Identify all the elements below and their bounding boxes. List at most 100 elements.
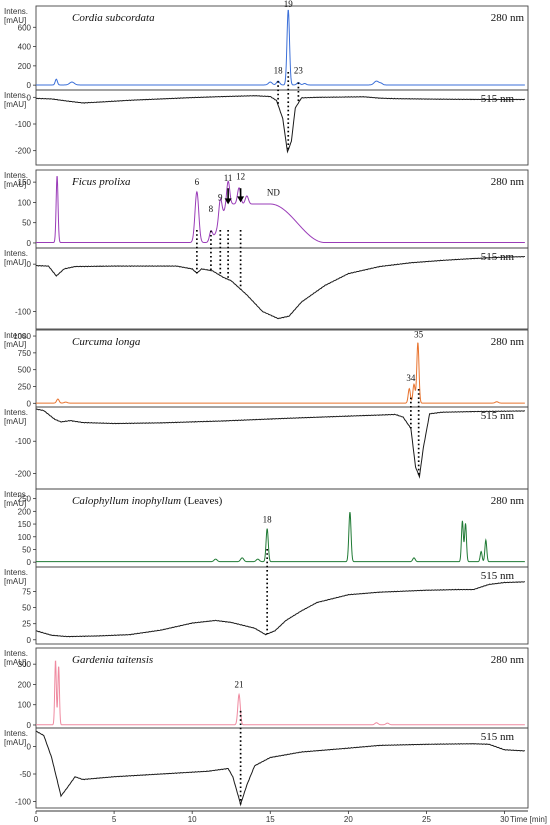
species-title: Calophyllum inophyllum (Leaves) bbox=[72, 495, 223, 507]
panel-2: 0 250 500 750 1000 34 35 Curcuma longa 280 nm Int… bbox=[4, 329, 529, 490]
x-axis-label: Time [min] bbox=[510, 815, 547, 824]
y-axis-label-intens: Intens. bbox=[4, 249, 28, 258]
y-axis-label-unit: [mAU] bbox=[4, 738, 26, 747]
peak-label: 23 bbox=[294, 66, 304, 76]
y-axis-label-intens: Intens. bbox=[4, 568, 28, 577]
y-tick-label: -100 bbox=[15, 307, 32, 316]
y-tick-label: 250 bbox=[18, 382, 32, 391]
y-tick-label: 25 bbox=[22, 620, 31, 629]
vis-wavelength: 515 nm bbox=[481, 251, 515, 263]
y-axis-label-unit: [mAU] bbox=[4, 340, 26, 349]
y-tick-label: 750 bbox=[18, 349, 32, 358]
y-tick-label: 0 bbox=[27, 721, 32, 730]
y-tick-label: 100 bbox=[18, 533, 32, 542]
vis-trace bbox=[35, 581, 525, 638]
peak-label: 21 bbox=[235, 680, 244, 690]
peak-label: 19 bbox=[284, 0, 294, 9]
species-name: Curcuma longa bbox=[72, 336, 141, 348]
y-axis-label-unit: [mAU] bbox=[4, 180, 26, 189]
x-tick-label: 0 bbox=[34, 815, 39, 824]
y-tick-label: -100 bbox=[15, 120, 32, 129]
species-suffix: (Leaves) bbox=[181, 495, 223, 507]
species-name: Cordia subcordata bbox=[72, 12, 155, 24]
y-tick-label: 0 bbox=[27, 93, 32, 102]
uv-trace bbox=[36, 342, 525, 404]
peak-label: 11 bbox=[224, 173, 233, 183]
vis-trace bbox=[35, 730, 525, 807]
y-tick-label: 0 bbox=[27, 239, 32, 248]
vis-trace bbox=[35, 94, 525, 154]
vis-trace bbox=[35, 408, 525, 479]
panel-frame bbox=[35, 329, 529, 490]
vis-wavelength: 515 nm bbox=[481, 93, 515, 105]
y-tick-label: 1000 bbox=[13, 332, 31, 341]
y-tick-label: 0 bbox=[27, 558, 32, 567]
y-tick-label: 100 bbox=[18, 198, 32, 207]
peak-label: 34 bbox=[406, 373, 416, 383]
y-tick-label: 200 bbox=[18, 62, 32, 71]
species-name: Ficus prolixa bbox=[71, 176, 131, 188]
x-tick-label: 10 bbox=[188, 815, 197, 824]
y-tick-label: 0 bbox=[27, 636, 32, 645]
y-tick-label: 75 bbox=[22, 588, 31, 597]
y-axis-label-intens: Intens. bbox=[4, 331, 28, 340]
y-tick-label: 50 bbox=[22, 545, 31, 554]
y-tick-label: 500 bbox=[18, 366, 32, 375]
y-axis-label-intens: Intens. bbox=[4, 408, 28, 417]
peak-label: 9 bbox=[218, 192, 223, 202]
y-tick-label: 0 bbox=[27, 399, 32, 408]
panel-frame bbox=[35, 169, 529, 330]
y-tick-label: -200 bbox=[15, 469, 32, 478]
species-name: Gardenia taitensis bbox=[72, 654, 153, 666]
vis-wavelength: 515 nm bbox=[481, 731, 515, 743]
species-title: Ficus prolixa bbox=[71, 176, 131, 188]
y-tick-label: 150 bbox=[18, 520, 32, 529]
peak-label: 18 bbox=[263, 515, 273, 525]
uv-trace bbox=[36, 660, 525, 726]
y-axis-label-unit: [mAU] bbox=[4, 577, 26, 586]
y-axis-label-intens: Intens. bbox=[4, 649, 28, 658]
y-axis-label-unit: [mAU] bbox=[4, 658, 26, 667]
y-tick-label: 600 bbox=[18, 23, 32, 32]
arrow-head bbox=[224, 198, 232, 205]
species-title: Cordia subcordata bbox=[72, 12, 155, 24]
y-tick-label: 300 bbox=[18, 660, 32, 669]
peak-label: 12 bbox=[236, 171, 245, 181]
y-tick-label: 250 bbox=[18, 495, 32, 504]
peak-label: 35 bbox=[414, 329, 424, 339]
panel-frame bbox=[35, 488, 529, 645]
peak-label: 18 bbox=[274, 66, 284, 76]
uv-wavelength: 280 nm bbox=[491, 495, 525, 507]
arrow-0 bbox=[224, 188, 232, 205]
y-tick-label: 150 bbox=[18, 178, 32, 187]
y-axis-label-intens: Intens. bbox=[4, 171, 28, 180]
y-tick-label: 200 bbox=[18, 507, 32, 516]
x-tick-label: 25 bbox=[422, 815, 431, 824]
y-tick-label: 0 bbox=[27, 743, 32, 752]
uv-wavelength: 280 nm bbox=[491, 12, 525, 24]
y-tick-label: 0 bbox=[27, 81, 32, 90]
y-axis-label-intens: Intens. bbox=[4, 7, 28, 16]
y-axis-label-unit: [mAU] bbox=[4, 499, 26, 508]
y-axis-label-intens: Intens. bbox=[4, 91, 28, 100]
y-axis-label-unit: [mAU] bbox=[4, 258, 26, 267]
y-tick-label: 200 bbox=[18, 680, 32, 689]
y-axis-label-unit: [mAU] bbox=[4, 417, 26, 426]
species-name: Calophyllum inophyllum bbox=[72, 495, 181, 507]
y-tick-label: -100 bbox=[15, 798, 32, 807]
uv-trace bbox=[36, 176, 525, 244]
panel-frame bbox=[35, 5, 529, 166]
y-tick-label: -200 bbox=[15, 147, 32, 156]
species-title: Gardenia taitensis bbox=[72, 654, 153, 666]
y-tick-label: 50 bbox=[22, 219, 31, 228]
arrow-head bbox=[237, 196, 245, 203]
y-tick-label: 50 bbox=[22, 604, 31, 613]
uv-wavelength: 280 nm bbox=[491, 336, 525, 348]
peak-label: ND bbox=[267, 188, 280, 198]
peak-label: 8 bbox=[209, 204, 214, 214]
arrow-1 bbox=[237, 188, 245, 203]
panel-0: 0 200 400 600 18 19 23 Cordia subcordata 280 nm I… bbox=[4, 0, 529, 166]
x-tick-label: 20 bbox=[344, 815, 353, 824]
x-tick-label: 15 bbox=[266, 815, 275, 824]
